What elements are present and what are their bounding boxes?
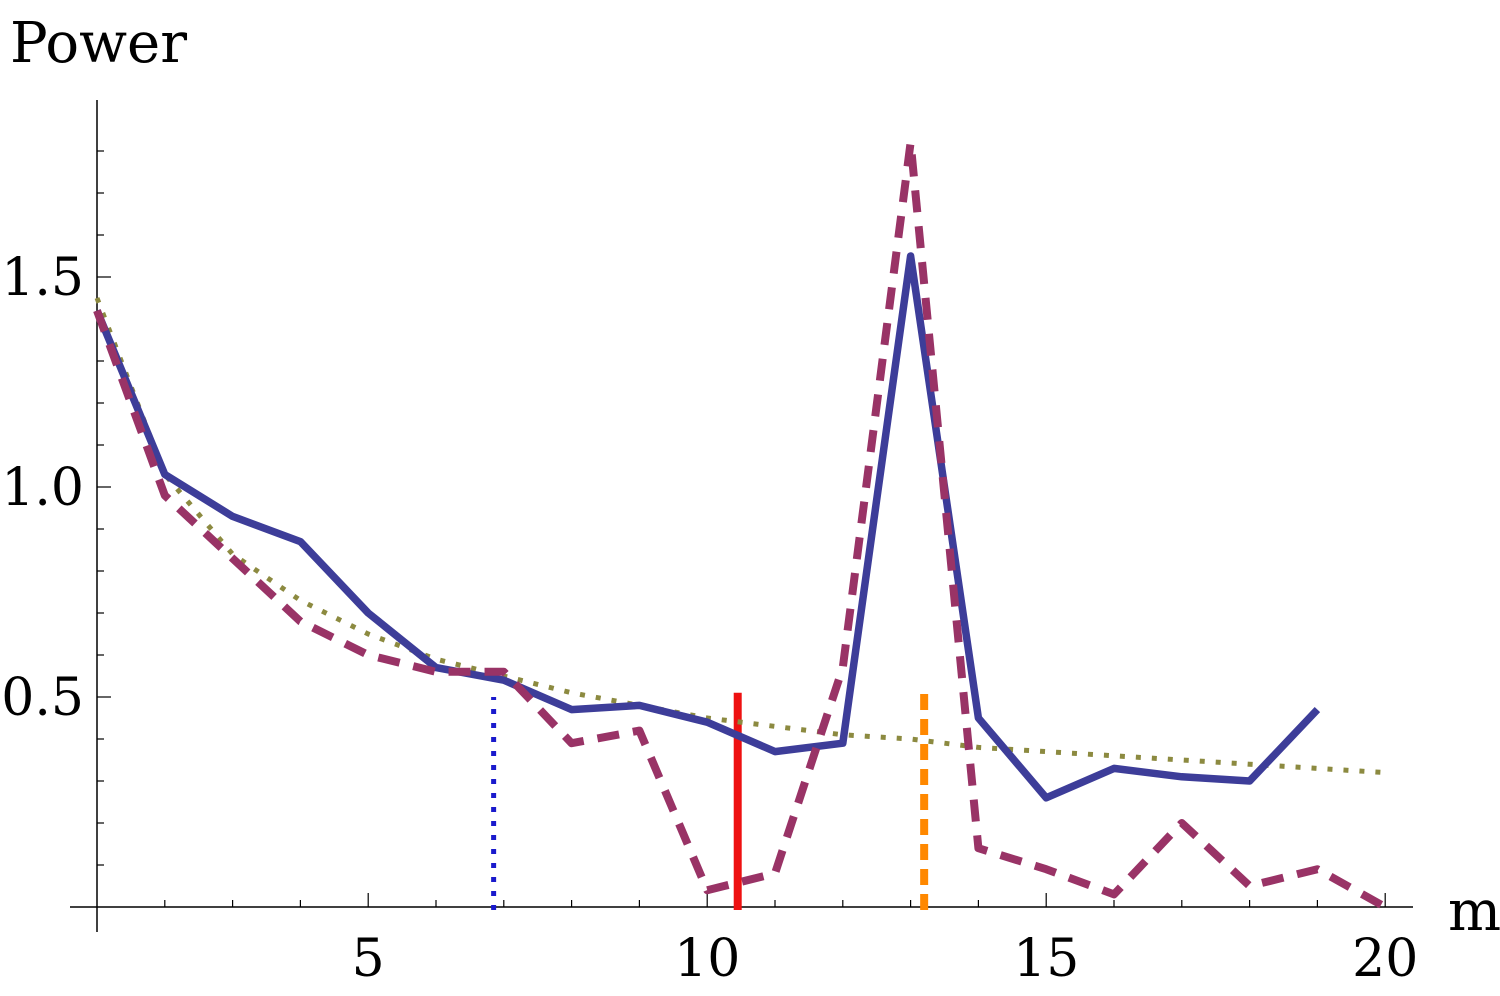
axis-labels: Power m — [10, 11, 1500, 944]
x-tick-label: 5 — [352, 929, 385, 989]
reference-lines — [491, 692, 929, 910]
axis-ticks: 5 10 15 20 0.5 1.0 1.5 — [1, 150, 1418, 989]
axes: 5 10 15 20 0.5 1.0 1.5 — [1, 100, 1418, 989]
y-tick-label: 1.5 — [1, 248, 84, 308]
x-tick-label: 15 — [1013, 929, 1079, 989]
y-tick-label: 0.5 — [1, 668, 84, 728]
series-dotted-line — [94, 297, 1386, 776]
data-series — [93, 138, 1388, 911]
x-tick-label: 10 — [674, 929, 740, 989]
y-axis-title: Power — [10, 11, 187, 76]
x-tick-label: 20 — [1352, 929, 1418, 989]
y-tick-label: 1.0 — [1, 458, 84, 518]
x-axis-title: m — [1448, 879, 1500, 944]
